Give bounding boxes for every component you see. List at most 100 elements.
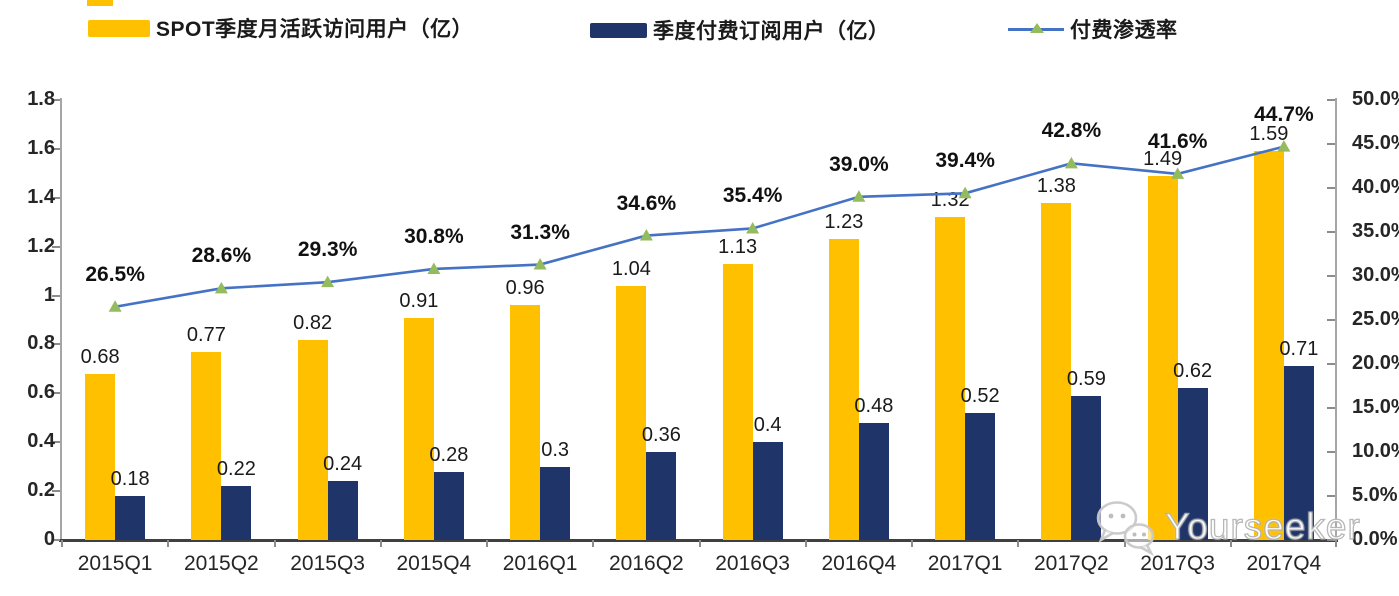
subs-value-label: 0.18 bbox=[110, 468, 150, 490]
secondary-y-axis-tick bbox=[1327, 363, 1335, 365]
subs-bar bbox=[858, 422, 889, 540]
x-axis-tick bbox=[911, 540, 913, 547]
x-axis-tick bbox=[698, 540, 701, 547]
y-axis-tick bbox=[52, 392, 60, 395]
mau-value-label: 0.68 bbox=[80, 345, 120, 368]
secondary-y-axis-tick bbox=[1327, 451, 1335, 453]
mau-bar bbox=[297, 339, 328, 540]
mau-value-label: 1.13 bbox=[718, 235, 758, 258]
secondary-y-axis-tick-label: 5.0% bbox=[1352, 484, 1398, 506]
subs-bar bbox=[646, 452, 677, 540]
legend-item-mau: SPOT季度月活跃访问用户（亿） bbox=[88, 17, 473, 41]
subs-value-label: 0.48 bbox=[854, 394, 894, 417]
mau-bar bbox=[935, 217, 966, 540]
secondary-y-axis-tick-label: 35.0% bbox=[1352, 220, 1399, 242]
mau-value-label: 0.91 bbox=[399, 289, 439, 312]
penetration-label: 35.4% bbox=[722, 184, 783, 208]
secondary-y-axis-tick-label: 10.0% bbox=[1352, 440, 1399, 462]
secondary-y-axis-tick bbox=[1327, 99, 1335, 101]
x-axis-tick bbox=[273, 540, 276, 547]
penetration-label: 39.4% bbox=[935, 149, 995, 173]
secondary-y-axis-tick bbox=[1327, 143, 1335, 145]
penetration-marker bbox=[746, 221, 760, 234]
penetration-label: 44.7% bbox=[1254, 102, 1314, 126]
mau-legend-label: SPOT季度月活跃访问用户（亿） bbox=[156, 18, 474, 41]
y-axis-tick bbox=[52, 441, 60, 444]
y-axis-tick bbox=[52, 147, 60, 150]
x-axis-category-label: 2016Q2 bbox=[609, 552, 684, 575]
secondary-y-axis-tick bbox=[1327, 275, 1335, 277]
penetration-label: 28.6% bbox=[191, 244, 252, 268]
secondary-y-axis-tick bbox=[1327, 539, 1335, 541]
secondary-y-axis-tick-label: 50.0% bbox=[1352, 88, 1399, 110]
y-axis-tick-label: 1 bbox=[43, 283, 55, 306]
cropped-chart-fragment bbox=[87, 0, 113, 6]
penetration-marker bbox=[321, 275, 335, 288]
subs-bar bbox=[115, 496, 146, 540]
subs-bar bbox=[540, 466, 571, 540]
penetration-marker bbox=[214, 281, 228, 294]
penetration-label: 39.0% bbox=[829, 152, 889, 176]
secondary-y-axis-tick-label: 0.0% bbox=[1352, 528, 1398, 550]
subs-value-label: 0.28 bbox=[429, 443, 469, 466]
y-axis-tick bbox=[52, 343, 60, 346]
subs-bar bbox=[221, 486, 252, 540]
secondary-y-axis-tick-label: 30.0% bbox=[1352, 264, 1399, 286]
x-axis-category-label: 2016Q4 bbox=[821, 552, 897, 575]
secondary-y-axis-tick-label: 15.0% bbox=[1352, 396, 1399, 418]
y-axis-tick-label: 1.8 bbox=[27, 88, 55, 110]
x-axis-category-label: 2015Q4 bbox=[396, 552, 472, 575]
subs-bar bbox=[327, 481, 358, 540]
x-axis-category-label: 2016Q3 bbox=[715, 552, 790, 575]
penetration-label: 26.5% bbox=[85, 262, 145, 286]
x-axis-tick bbox=[486, 540, 488, 547]
penetration-label: 34.6% bbox=[616, 191, 677, 215]
y-axis-tick bbox=[52, 490, 60, 493]
penetration-label: 42.8% bbox=[1041, 119, 1102, 143]
penetration-legend-label: 付费渗透率 bbox=[1070, 19, 1178, 42]
y-axis-tick-label: 1.6 bbox=[27, 136, 55, 159]
y-axis-tick-label: 0.6 bbox=[27, 381, 55, 404]
subs-bar bbox=[1071, 395, 1102, 540]
penetration-label: 30.8% bbox=[404, 224, 464, 248]
x-axis-tick bbox=[1123, 540, 1126, 547]
mau-value-label: 0.82 bbox=[293, 311, 333, 334]
secondary-y-axis-tick bbox=[1327, 319, 1335, 321]
mau-bar bbox=[828, 239, 859, 540]
x-axis-tick bbox=[1017, 540, 1020, 547]
mau-bar bbox=[403, 317, 434, 540]
penetration-marker bbox=[1064, 156, 1078, 169]
penetration-legend-marker bbox=[1008, 20, 1064, 38]
wechat-icon bbox=[1096, 501, 1155, 557]
y-axis-tick bbox=[52, 539, 60, 541]
mau-bar bbox=[1147, 175, 1178, 540]
x-axis-category-label: 2017Q4 bbox=[1246, 552, 1322, 575]
penetration-marker bbox=[108, 300, 122, 312]
mau-legend-swatch bbox=[88, 19, 150, 37]
x-axis-tick bbox=[61, 540, 63, 547]
y-axis-tick-label: 0.2 bbox=[27, 479, 55, 502]
penetration-marker bbox=[639, 229, 653, 241]
mau-bar bbox=[191, 351, 222, 540]
watermark-text: Yourseeker bbox=[1164, 505, 1361, 547]
subs-value-label: 0.62 bbox=[1173, 360, 1213, 383]
subs-bar bbox=[1283, 366, 1314, 540]
subs-value-label: 0.24 bbox=[323, 453, 363, 476]
subs-legend-label: 季度付费订阅用户（亿） bbox=[653, 20, 890, 43]
x-axis-category-label: 2017Q3 bbox=[1140, 552, 1215, 575]
mau-value-label: 1.59 bbox=[1249, 123, 1289, 146]
x-axis-category-label: 2016Q1 bbox=[502, 552, 578, 575]
subs-value-label: 0.3 bbox=[541, 438, 570, 461]
secondary-y-axis-tick bbox=[1327, 187, 1335, 189]
secondary-y-axis-tick bbox=[1327, 231, 1335, 233]
penetration-marker bbox=[533, 258, 547, 270]
penetration-label: 41.6% bbox=[1147, 129, 1208, 153]
subs-value-label: 0.59 bbox=[1066, 367, 1106, 390]
y-axis-tick bbox=[52, 245, 60, 248]
x-axis-category-label: 2015Q1 bbox=[77, 552, 153, 575]
y-axis-tick bbox=[52, 196, 60, 199]
x-axis-category-label: 2017Q2 bbox=[1034, 552, 1109, 575]
secondary-y-axis-tick-label: 20.0% bbox=[1352, 352, 1399, 374]
legend-item-penetration: 付费渗透率 bbox=[1008, 18, 1178, 42]
mau-value-label: 1.04 bbox=[611, 257, 651, 280]
